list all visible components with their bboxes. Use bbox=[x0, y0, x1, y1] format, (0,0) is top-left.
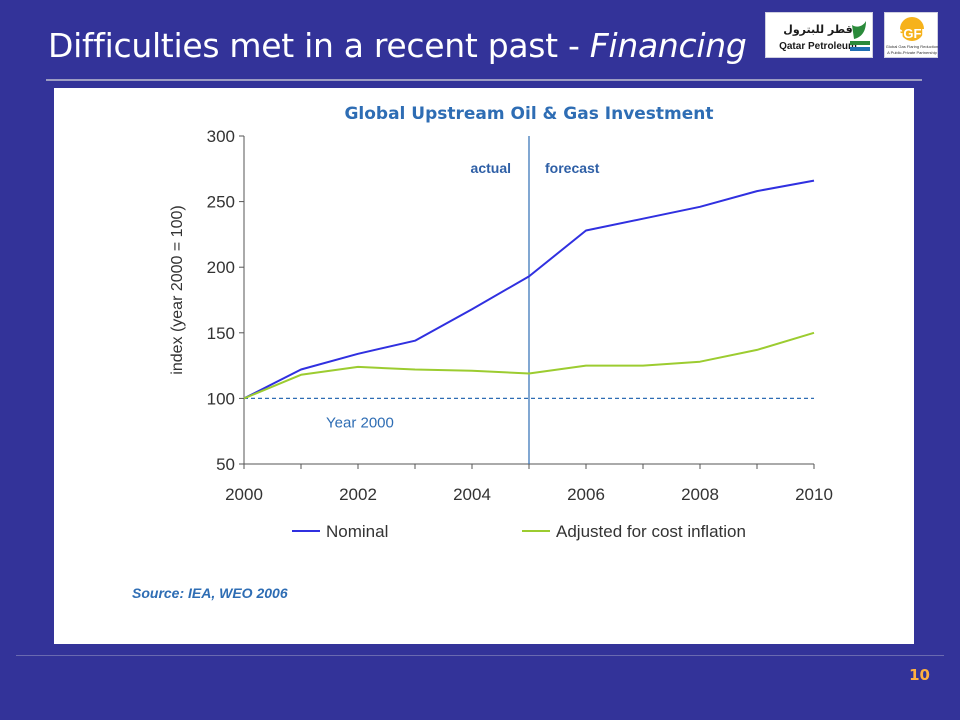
ggfr-logo-acronym: GGFR bbox=[893, 26, 931, 41]
ggfr-logo-emblem bbox=[900, 17, 924, 41]
y-tick-label: 100 bbox=[207, 389, 235, 408]
investment-chart: Global Upstream Oil & Gas Investment ind… bbox=[132, 104, 833, 601]
x-tick-label: 2010 bbox=[795, 485, 833, 504]
axes-layer: 50 100 150 200 250 300 2000 2002 2004 2006 2008 201… bbox=[207, 127, 833, 504]
chart-panel: Global Upstream Oil & Gas Investment ind… bbox=[54, 88, 914, 644]
footer-divider bbox=[16, 655, 944, 656]
reference-line-label: Year 2000 bbox=[326, 414, 394, 431]
series-layer bbox=[243, 179, 815, 400]
x-tick-label: 2004 bbox=[453, 485, 491, 504]
slide-title-italic: Financing bbox=[589, 26, 747, 65]
title-divider bbox=[46, 79, 922, 81]
legend-label-0: Nominal bbox=[326, 522, 388, 541]
qatar-petroleum-logo: قطر للبترول Qatar Petroleum bbox=[765, 12, 873, 58]
chart-source: Source: IEA, WEO 2006 bbox=[132, 585, 288, 601]
legend-label-1: Adjusted for cost inflation bbox=[556, 522, 746, 541]
legend: Nominal Adjusted for cost inflation bbox=[292, 522, 746, 541]
series-line-1 bbox=[243, 331, 815, 400]
y-tick-label: 200 bbox=[207, 258, 235, 277]
y-tick-label: 300 bbox=[207, 127, 235, 146]
x-tick-label: 2008 bbox=[681, 485, 719, 504]
x-tick-label: 2006 bbox=[567, 485, 605, 504]
slide-title: Difficulties met in a recent past - Fina… bbox=[48, 26, 747, 65]
y-tick-label: 150 bbox=[207, 324, 235, 343]
y-tick-label: 250 bbox=[207, 193, 235, 212]
forecast-label: forecast bbox=[545, 160, 600, 176]
ggfr-logo-line1: Global Gas Flaring Reduction bbox=[886, 44, 938, 49]
slide-title-main: Difficulties met in a recent past - bbox=[48, 26, 590, 65]
y-tick-label: 50 bbox=[216, 455, 235, 474]
qatar-logo-arabic: قطر للبترول bbox=[783, 23, 852, 36]
ggfr-logo: GGFR Global Gas Flaring Reduction A Publ… bbox=[884, 12, 938, 58]
actual-label: actual bbox=[471, 160, 511, 176]
page-number: 10 bbox=[909, 666, 930, 684]
qatar-logo-english: Qatar Petroleum bbox=[779, 41, 857, 52]
x-tick-label: 2002 bbox=[339, 485, 377, 504]
qatar-logo-emblem bbox=[850, 21, 870, 51]
chart-title: Global Upstream Oil & Gas Investment bbox=[344, 104, 713, 124]
x-tick-label: 2000 bbox=[225, 485, 263, 504]
ggfr-logo-line2: A Public-Private Partnership bbox=[887, 50, 938, 55]
series-line-0 bbox=[243, 179, 815, 400]
y-axis-label: index (year 2000 = 100) bbox=[169, 205, 186, 374]
